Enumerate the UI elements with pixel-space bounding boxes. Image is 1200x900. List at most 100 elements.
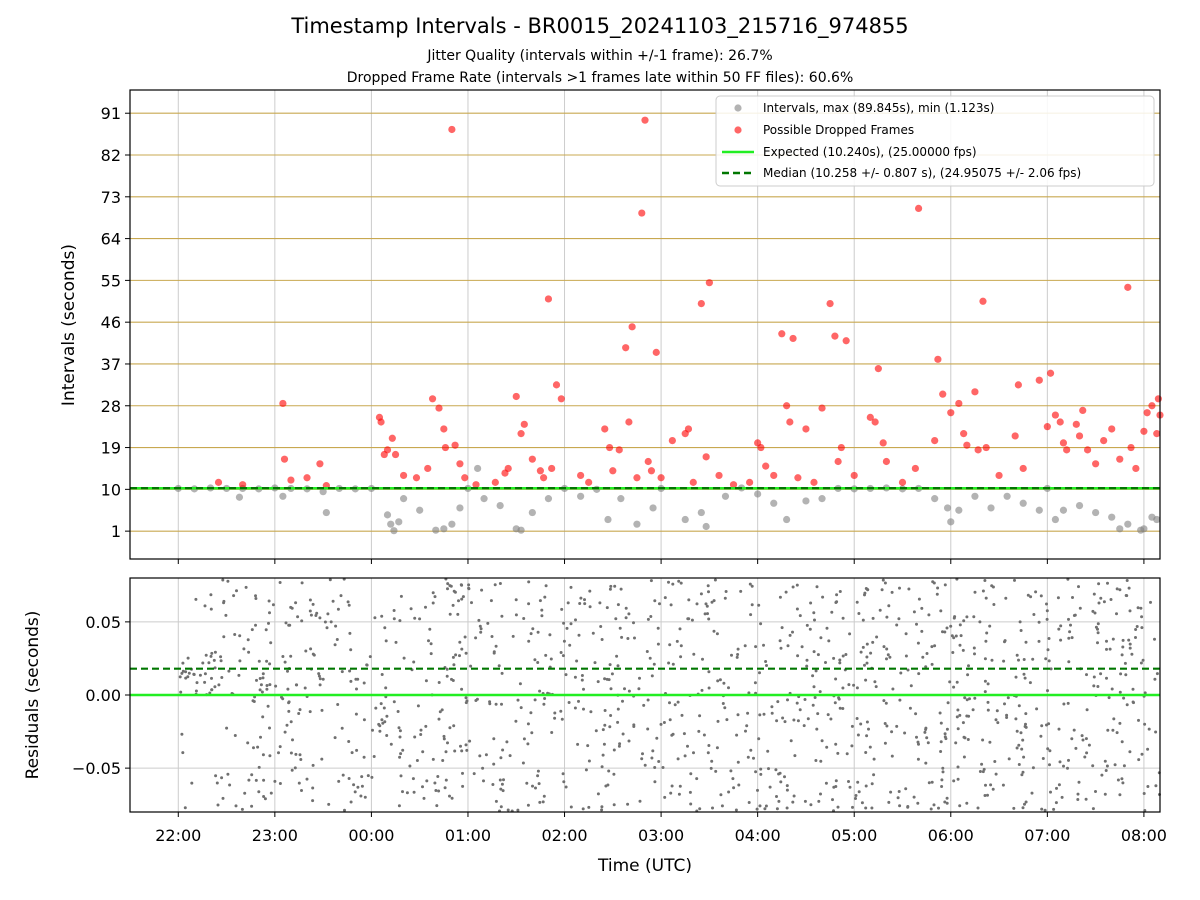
residual-point — [656, 642, 660, 646]
residual-point — [1131, 687, 1135, 691]
residual-point — [238, 659, 242, 663]
residual-point — [603, 677, 607, 681]
residual-point — [311, 786, 315, 790]
residual-point — [1029, 595, 1033, 599]
residual-point — [731, 777, 735, 781]
top-panel-y-ticks: 91 82 73 64 55 46 37 28 19 10 1 — [101, 104, 130, 541]
interval-point — [1092, 508, 1100, 517]
residual-point — [1004, 596, 1008, 600]
residual-point — [373, 616, 377, 620]
residual-point — [945, 626, 949, 630]
residual-point — [791, 630, 794, 634]
residual-point — [378, 729, 382, 733]
residual-point — [210, 676, 213, 680]
dropped-frame-point — [577, 471, 585, 480]
residual-point — [1091, 807, 1095, 811]
residual-point — [418, 617, 422, 621]
interval-point — [697, 508, 705, 517]
residual-point — [348, 631, 352, 635]
interval-point — [1153, 515, 1161, 524]
residual-point — [750, 584, 754, 588]
residual-point — [785, 784, 789, 788]
residual-point — [991, 585, 995, 589]
residual-point — [565, 626, 569, 630]
residual-point — [1137, 758, 1141, 762]
residual-point — [943, 800, 947, 804]
residual-point — [941, 630, 944, 634]
residual-point — [1054, 801, 1058, 805]
residual-point — [285, 723, 289, 727]
interval-point — [390, 527, 398, 535]
residual-point — [1012, 806, 1016, 810]
residual-point — [991, 787, 995, 791]
residual-point — [493, 583, 497, 587]
residual-point — [355, 748, 359, 752]
residual-point — [994, 772, 998, 776]
residual-point — [1153, 637, 1156, 641]
interval-point — [754, 490, 762, 498]
residual-point — [1154, 730, 1158, 734]
residual-point — [961, 648, 965, 652]
residual-point — [1062, 702, 1066, 706]
residual-point — [438, 710, 442, 714]
residual-point — [389, 742, 393, 746]
residual-point — [724, 590, 728, 593]
residual-point — [898, 586, 901, 590]
residual-point — [360, 784, 364, 788]
residual-point — [242, 647, 246, 651]
residual-point — [835, 600, 839, 604]
residual-point — [642, 703, 646, 707]
residual-point — [604, 784, 608, 788]
residual-point — [562, 639, 566, 643]
dropped-frame-point — [934, 355, 942, 363]
interval-point — [1108, 513, 1116, 521]
residual-point — [907, 587, 911, 591]
residual-point — [582, 687, 585, 691]
residual-point — [1115, 587, 1119, 591]
residual-point — [600, 805, 604, 809]
top-panel-points — [174, 116, 1164, 535]
interval-point — [1075, 501, 1084, 510]
residual-point — [941, 766, 945, 770]
residual-point — [906, 805, 910, 808]
residual-point — [421, 785, 424, 789]
residual-point — [1146, 747, 1150, 751]
residual-point — [671, 582, 675, 586]
residual-point — [956, 708, 960, 712]
residual-point — [924, 665, 928, 669]
residual-point — [1146, 785, 1150, 788]
residual-point — [891, 687, 895, 691]
legend-intervals-marker — [734, 104, 742, 112]
interval-point — [931, 495, 939, 503]
residual-point — [815, 727, 819, 731]
dropped-frame-point — [657, 474, 665, 482]
residual-point — [898, 698, 902, 702]
interval-point — [1051, 515, 1059, 524]
residual-point — [776, 700, 780, 704]
residual-point — [582, 707, 585, 711]
residual-point — [833, 701, 837, 705]
residual-point — [796, 719, 800, 723]
residual-point — [583, 598, 586, 602]
residual-point — [692, 751, 695, 755]
residual-point — [1066, 701, 1070, 705]
residual-point — [434, 789, 438, 792]
residual-point — [577, 699, 580, 703]
residual-point — [349, 679, 353, 683]
residual-point — [926, 741, 930, 745]
residual-point — [653, 780, 657, 784]
residual-point — [980, 762, 984, 766]
residual-point — [873, 680, 877, 684]
residual-point — [428, 627, 432, 631]
residual-point — [492, 762, 496, 766]
residual-point — [499, 805, 503, 809]
residual-point — [920, 629, 924, 633]
residual-point — [198, 673, 202, 677]
residual-point — [500, 614, 504, 618]
residual-point — [1119, 672, 1123, 676]
residual-point — [1083, 755, 1087, 759]
residual-point — [465, 748, 469, 752]
residual-point — [932, 581, 936, 585]
residual-point — [993, 760, 997, 763]
residual-point — [706, 751, 710, 755]
